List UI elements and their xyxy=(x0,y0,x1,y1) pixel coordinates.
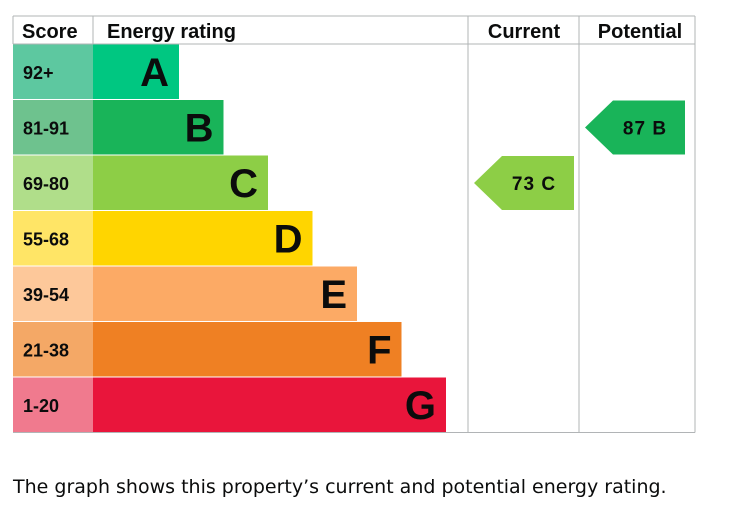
potential-rating-arrow xyxy=(585,100,685,155)
band-bar-g xyxy=(93,377,446,432)
score-cell-b xyxy=(13,100,93,155)
band-letter-f: F xyxy=(367,328,391,372)
score-label-g: 1-20 xyxy=(23,396,59,416)
chart-caption: The graph shows this property’s current … xyxy=(13,476,667,498)
current-rating-arrow xyxy=(474,156,574,210)
score-label-e: 39-54 xyxy=(23,285,69,305)
score-label-f: 21-38 xyxy=(23,340,69,360)
score-label-a: 92+ xyxy=(23,63,54,83)
score-cell-c xyxy=(13,155,93,210)
band-bar-a xyxy=(93,44,179,99)
band-letter-d: D xyxy=(274,217,303,261)
score-cell-a xyxy=(13,44,93,99)
band-bar-e xyxy=(93,266,357,321)
header-score: Score xyxy=(22,21,78,43)
band-letter-c: C xyxy=(229,162,258,206)
band-letter-b: B xyxy=(185,106,214,150)
band-letter-e: E xyxy=(320,273,347,317)
score-cell-e xyxy=(13,266,93,321)
chart-grid xyxy=(12,15,696,433)
score-label-c: 69-80 xyxy=(23,174,69,194)
score-cell-g xyxy=(13,377,93,432)
band-bar-f xyxy=(93,322,402,377)
potential-rating-label: 87 B xyxy=(623,119,667,140)
rating-bands: 92+ A 81-91 B 69-80 C 55-68 D 39-54 E 21-38 F 1-20 G xyxy=(13,44,446,432)
band-bar-b xyxy=(93,100,224,155)
band-letter-a: A xyxy=(140,51,169,95)
header-energy-rating: Energy rating xyxy=(107,21,236,43)
band-bar-d xyxy=(93,211,313,266)
current-rating-label: 73 C xyxy=(512,174,556,195)
header-potential: Potential xyxy=(598,21,682,43)
score-label-b: 81-91 xyxy=(23,118,69,138)
rating-markers: 73 C 87 B xyxy=(474,100,685,210)
score-label-d: 55-68 xyxy=(23,229,69,249)
score-cell-f xyxy=(13,322,93,377)
score-cell-d xyxy=(13,211,93,266)
header-current: Current xyxy=(488,21,561,43)
band-bar-c xyxy=(93,155,268,210)
column-headers: Score Energy rating Current Potential xyxy=(22,21,682,43)
band-letter-g: G xyxy=(405,384,436,428)
